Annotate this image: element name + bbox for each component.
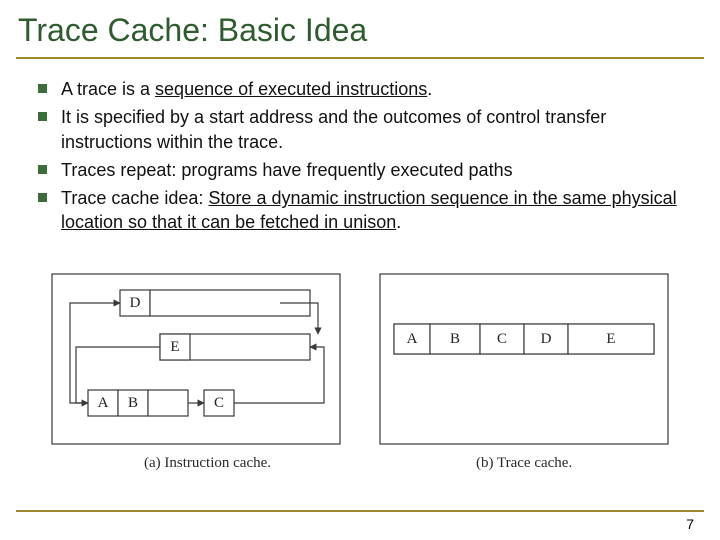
- square-bullet-icon: [38, 84, 47, 93]
- bullet-list: A trace is a sequence of executed instru…: [0, 77, 720, 235]
- bullet-item: A trace is a sequence of executed instru…: [38, 77, 696, 101]
- bullet-text: It is specified by a start address and t…: [61, 105, 696, 154]
- svg-text:C: C: [214, 395, 224, 411]
- square-bullet-icon: [38, 165, 47, 174]
- svg-text:E: E: [606, 331, 615, 347]
- bullet-text: Traces repeat: programs have frequently …: [61, 158, 513, 182]
- bottom-divider: [16, 510, 704, 512]
- caption-a: (a) Instruction cache.: [144, 455, 271, 472]
- svg-text:D: D: [130, 295, 141, 311]
- svg-text:A: A: [98, 395, 109, 411]
- svg-text:D: D: [541, 331, 552, 347]
- diagram-svg: D E A B C A B C D E: [48, 268, 672, 478]
- diagram-container: D E A B C A B C D E (a) Instruction cache. (b) Tr…: [48, 268, 672, 478]
- bullet-text: Trace cache idea: Store a dynamic instru…: [61, 186, 696, 235]
- bullet-item: Traces repeat: programs have frequently …: [38, 158, 696, 182]
- title-divider: [16, 57, 704, 59]
- svg-text:B: B: [450, 331, 460, 347]
- square-bullet-icon: [38, 112, 47, 121]
- slide-title: Trace Cache: Basic Idea: [0, 0, 720, 57]
- svg-text:A: A: [407, 331, 418, 347]
- svg-text:C: C: [497, 331, 507, 347]
- svg-text:E: E: [170, 339, 179, 355]
- bullet-item: Trace cache idea: Store a dynamic instru…: [38, 186, 696, 235]
- caption-b: (b) Trace cache.: [476, 455, 572, 472]
- bullet-item: It is specified by a start address and t…: [38, 105, 696, 154]
- svg-text:B: B: [128, 395, 138, 411]
- bullet-text: A trace is a sequence of executed instru…: [61, 77, 432, 101]
- page-number: 7: [686, 516, 694, 532]
- square-bullet-icon: [38, 193, 47, 202]
